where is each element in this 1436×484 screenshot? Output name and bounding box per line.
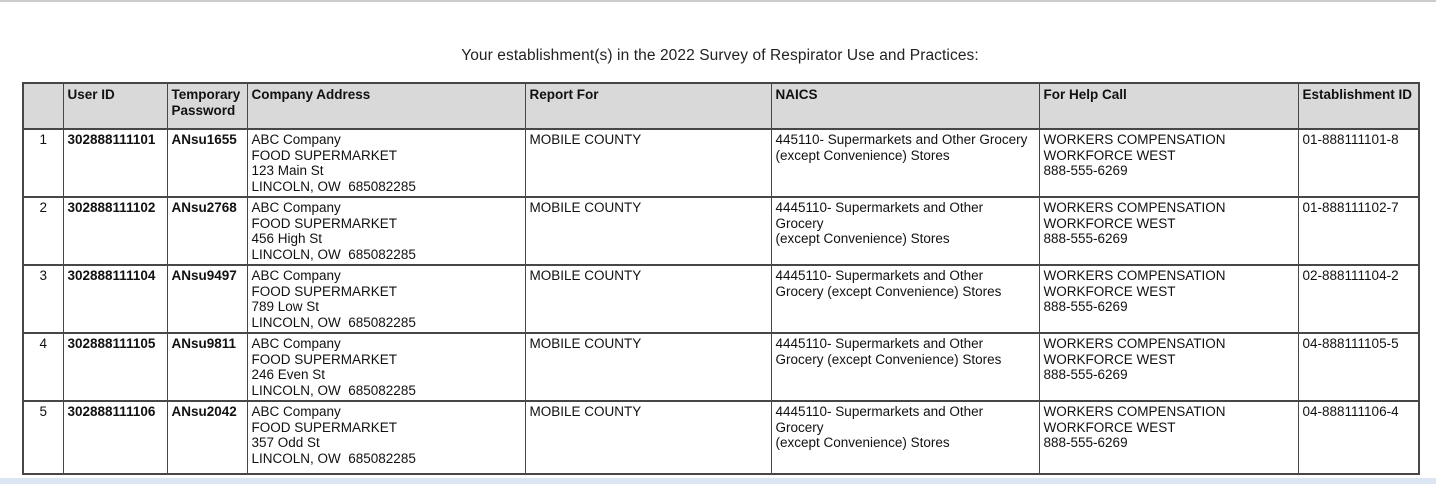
- cell-user-id: 302888111101: [62, 128, 168, 198]
- cell-user-id: 302888111104: [62, 264, 168, 334]
- top-border-line: [0, 0, 1436, 2]
- cell-establishment-id: 01-888111102-7: [1297, 196, 1420, 266]
- cell-temporary-password: ANsu1655: [166, 128, 248, 198]
- cell-for-help-call: WORKERS COMPENSATION WORKFORCE WEST 888-…: [1038, 128, 1299, 198]
- cell-temporary-password: ANsu2042: [166, 400, 248, 475]
- page-title: Your establishment(s) in the 2022 Survey…: [461, 47, 979, 64]
- bottom-edge-strip: [0, 478, 1436, 484]
- cell-row-number: 5: [22, 400, 64, 475]
- cell-row-number: 1: [22, 128, 64, 198]
- cell-company-address: ABC Company FOOD SUPERMARKET 357 Odd St …: [246, 400, 526, 475]
- header-cell-naics: NAICS: [770, 82, 1040, 130]
- header-cell-company-address: Company Address: [246, 82, 526, 130]
- cell-establishment-id: 04-888111105-5: [1297, 332, 1420, 402]
- header-cell-establishment-id: Establishment ID: [1297, 82, 1420, 130]
- header-cell-user-id: User ID: [62, 82, 168, 130]
- cell-establishment-id: 02-888111104-2: [1297, 264, 1420, 334]
- cell-row-number: 3: [22, 264, 64, 334]
- cell-report-for: MOBILE COUNTY: [524, 128, 772, 198]
- cell-for-help-call: WORKERS COMPENSATION WORKFORCE WEST 888-…: [1038, 264, 1299, 334]
- header-cell-report-for: Report For: [524, 82, 772, 130]
- establishments-table-container: User ID Temporary Password Company Addre…: [22, 82, 1420, 475]
- cell-naics: 445110- Supermarkets and Other Grocery (…: [770, 128, 1040, 198]
- cell-naics: 4445110- Supermarkets and Other Grocery …: [770, 400, 1040, 475]
- table-row: 5 302888111106 ANsu2042 ABC Company FOOD…: [22, 400, 1420, 475]
- cell-row-number: 4: [22, 332, 64, 402]
- cell-row-number: 2: [22, 196, 64, 266]
- cell-naics: 4445110- Supermarkets and Other Grocery …: [770, 332, 1040, 402]
- establishments-table: User ID Temporary Password Company Addre…: [22, 82, 1420, 475]
- table-row: 4 302888111105 ANsu9811 ABC Company FOOD…: [22, 332, 1420, 402]
- cell-naics: 4445110- Supermarkets and Other Grocery …: [770, 264, 1040, 334]
- table-header-row: User ID Temporary Password Company Addre…: [22, 82, 1420, 130]
- header-cell-for-help-call: For Help Call: [1038, 82, 1299, 130]
- cell-report-for: MOBILE COUNTY: [524, 400, 772, 475]
- cell-report-for: MOBILE COUNTY: [524, 264, 772, 334]
- cell-temporary-password: ANsu9497: [166, 264, 248, 334]
- cell-user-id: 302888111105: [62, 332, 168, 402]
- cell-naics: 4445110- Supermarkets and Other Grocery …: [770, 196, 1040, 266]
- cell-for-help-call: WORKERS COMPENSATION WORKFORCE WEST 888-…: [1038, 196, 1299, 266]
- header-cell-row-number: [22, 82, 64, 130]
- cell-for-help-call: WORKERS COMPENSATION WORKFORCE WEST 888-…: [1038, 400, 1299, 475]
- cell-for-help-call: WORKERS COMPENSATION WORKFORCE WEST 888-…: [1038, 332, 1299, 402]
- cell-establishment-id: 04-888111106-4: [1297, 400, 1420, 475]
- header-cell-temporary-password: Temporary Password: [166, 82, 248, 130]
- table-row: 1 302888111101 ANsu1655 ABC Company FOOD…: [22, 128, 1420, 198]
- cell-company-address: ABC Company FOOD SUPERMARKET 246 Even St…: [246, 332, 526, 402]
- cell-report-for: MOBILE COUNTY: [524, 332, 772, 402]
- table-row: 3 302888111104 ANsu9497 ABC Company FOOD…: [22, 264, 1420, 334]
- cell-company-address: ABC Company FOOD SUPERMARKET 456 High St…: [246, 196, 526, 266]
- cell-establishment-id: 01-888111101-8: [1297, 128, 1420, 198]
- cell-report-for: MOBILE COUNTY: [524, 196, 772, 266]
- cell-company-address: ABC Company FOOD SUPERMARKET 123 Main St…: [246, 128, 526, 198]
- cell-temporary-password: ANsu9811: [166, 332, 248, 402]
- table-row: 2 302888111102 ANsu2768 ABC Company FOOD…: [22, 196, 1420, 266]
- cell-temporary-password: ANsu2768: [166, 196, 248, 266]
- cell-user-id: 302888111102: [62, 196, 168, 266]
- cell-user-id: 302888111106: [62, 400, 168, 475]
- cell-company-address: ABC Company FOOD SUPERMARKET 789 Low St …: [246, 264, 526, 334]
